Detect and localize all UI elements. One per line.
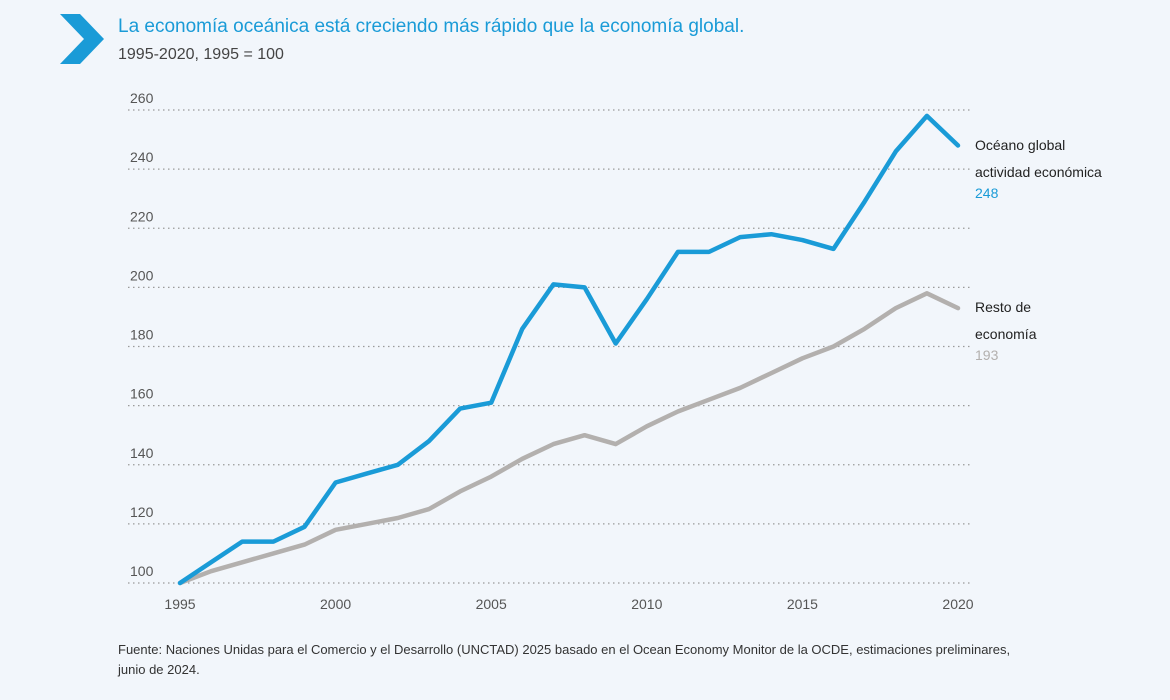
y-tick-label: 200	[130, 267, 154, 283]
series-label: Resto de	[975, 299, 1031, 315]
x-tick-label: 2020	[942, 596, 973, 612]
y-tick-label: 140	[130, 445, 154, 461]
y-tick-label: 160	[130, 386, 154, 402]
y-tick-label: 180	[130, 327, 154, 343]
series-line	[177, 113, 961, 586]
x-tick-label: 2005	[476, 596, 507, 612]
series-label: Océano global	[975, 137, 1065, 153]
chevron-right-icon	[60, 14, 104, 64]
x-tick-label: 2015	[787, 596, 818, 612]
y-tick-label: 100	[130, 563, 154, 579]
x-tick-label: 2000	[320, 596, 351, 612]
series-label: actividad económica	[975, 164, 1102, 180]
chart-title: La economía oceánica está creciendo más …	[118, 16, 745, 37]
chart-subtitle: 1995-2020, 1995 = 100	[118, 46, 284, 63]
x-tick-label: 2010	[631, 596, 662, 612]
series-end-value: 248	[975, 185, 999, 201]
source-note: Fuente: Naciones Unidas para el Comercio…	[118, 642, 1011, 677]
y-tick-label: 220	[130, 208, 154, 224]
series-label: economía	[975, 326, 1037, 342]
series-line	[177, 291, 961, 586]
y-tick-label: 120	[130, 504, 154, 520]
x-tick-label: 1995	[164, 596, 195, 612]
y-tick-label: 240	[130, 149, 154, 165]
y-tick-label: 260	[130, 90, 154, 106]
series-end-value: 193	[975, 347, 999, 363]
